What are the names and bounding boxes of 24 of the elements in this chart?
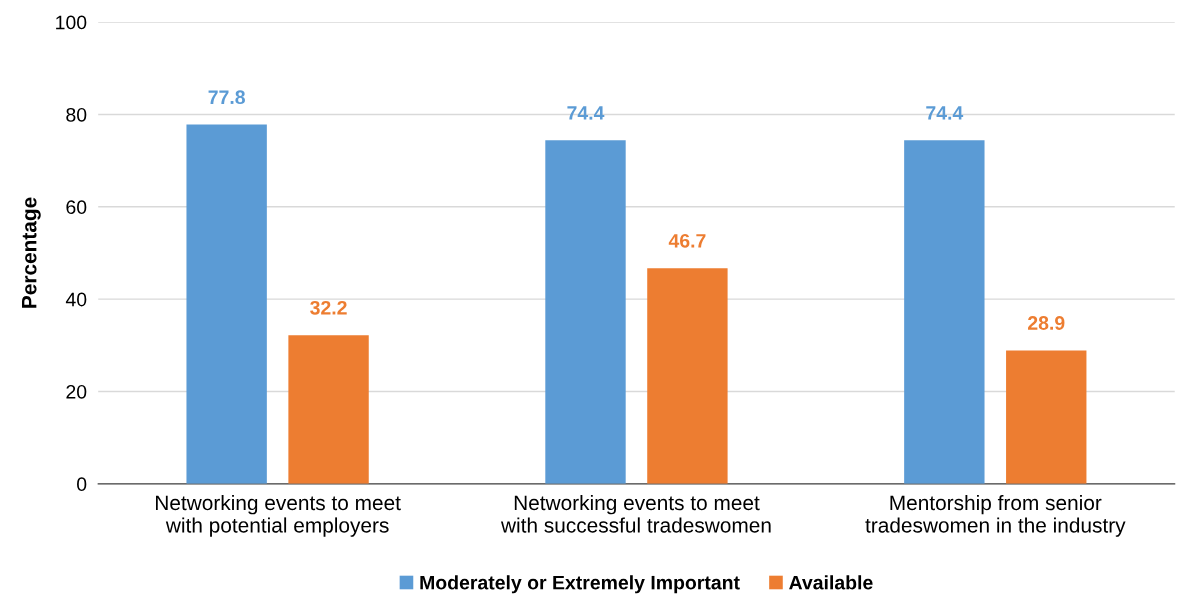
bar [647,268,728,484]
y-tick-label: 0 [77,477,87,492]
bar [545,140,626,484]
x-tick-label: Networking events to meet with potential employers [156,494,401,537]
data-label: 77.8 [208,90,245,105]
x-tick-label: Networking events to meet with successful tradeswomen [500,494,771,533]
bar [1006,350,1087,484]
x-tick-label: Mentorship from senior tradeswomen in the industry [865,494,1126,537]
y-tick-label: 40 [65,292,87,307]
y-tick-label: 80 [66,107,87,122]
data-label: 32.2 [310,300,347,315]
data-label: 28.9 [1028,316,1065,330]
y-tick-label: 100 [56,15,87,30]
y-axis-title: Percentage [22,197,41,308]
legend-label: Available [789,575,873,590]
data-label: 74.4 [926,106,964,120]
legend-label: Moderately or Extremely Important [420,575,740,594]
bar [288,335,369,484]
y-tick-label: 20 [66,384,87,399]
bar [904,140,985,484]
data-label: 46.7 [668,233,706,248]
bar [186,124,267,484]
data-label: 74.4 [567,106,605,120]
y-tick-label: 60 [66,200,87,215]
